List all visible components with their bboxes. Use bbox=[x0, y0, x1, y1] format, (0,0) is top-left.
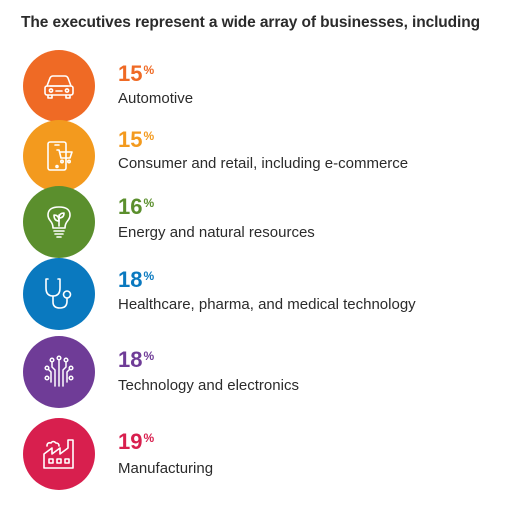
tablet-cart-icon bbox=[47, 141, 73, 171]
category-circle bbox=[23, 50, 95, 122]
list-item-consumer-retail: 15% Consumer and retail, including e-com… bbox=[0, 117, 514, 195]
category-circle bbox=[23, 258, 95, 330]
list-item-energy: 16% Energy and natural resources bbox=[0, 185, 514, 263]
percentage-value: 18% bbox=[118, 347, 155, 372]
category-circle bbox=[23, 186, 95, 258]
category-label: Manufacturing bbox=[118, 460, 214, 477]
category-circle bbox=[23, 120, 95, 192]
category-label: Technology and electronics bbox=[118, 377, 299, 394]
car-icon bbox=[44, 75, 74, 99]
circuit-icon bbox=[44, 355, 74, 387]
list-item-technology: 18% Technology and electronics bbox=[0, 336, 514, 415]
percentage-value: 18% bbox=[118, 267, 155, 292]
category-label: Consumer and retail, including e-commerc… bbox=[118, 155, 409, 172]
percentage-value: 15% bbox=[118, 61, 155, 86]
list-item-automotive: 15% Automotive bbox=[0, 47, 514, 125]
list-item-manufacturing: 19% Manufacturing bbox=[0, 418, 514, 496]
category-label: Energy and natural resources bbox=[118, 224, 315, 241]
chart-title: The executives represent a wide array of… bbox=[21, 14, 480, 31]
factory-icon bbox=[43, 439, 74, 469]
stethoscope-icon bbox=[45, 278, 72, 309]
percentage-value: 15% bbox=[118, 127, 155, 152]
category-circle bbox=[23, 418, 95, 490]
percentage-value: 16% bbox=[118, 194, 155, 219]
percentage-value: 19% bbox=[118, 429, 155, 454]
lightbulb-leaf-icon bbox=[47, 206, 71, 238]
list-item-healthcare: 18% Healthcare, pharma, and medical tech… bbox=[0, 257, 514, 335]
category-label: Automotive bbox=[118, 90, 194, 107]
category-circle bbox=[23, 336, 95, 408]
category-label: Healthcare, pharma, and medical technolo… bbox=[118, 296, 416, 313]
